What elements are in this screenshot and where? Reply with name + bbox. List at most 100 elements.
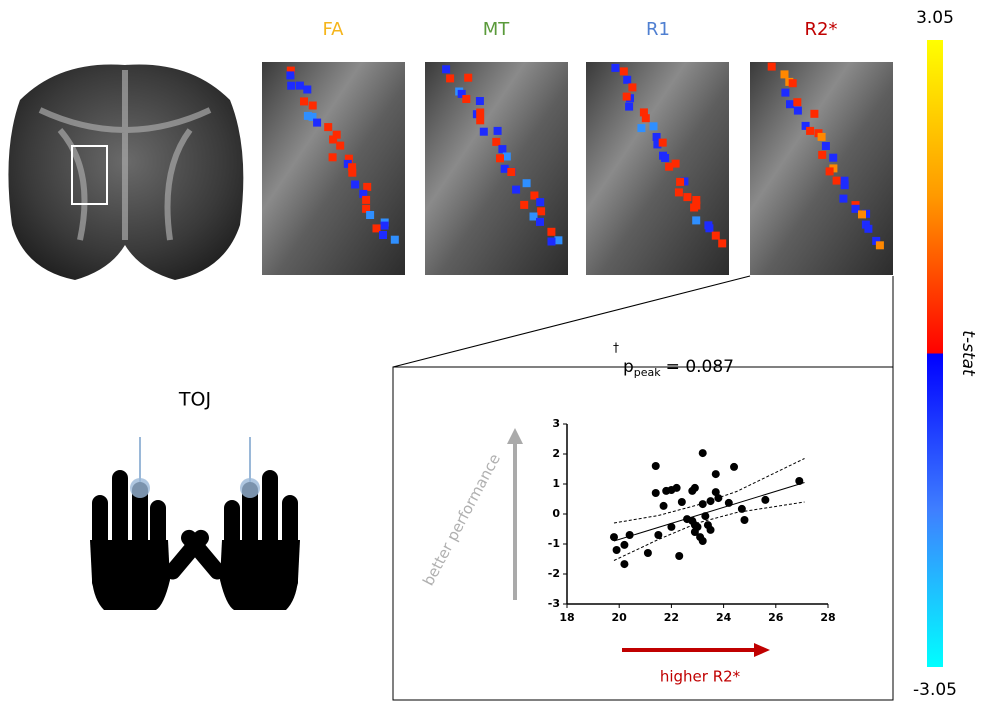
figure: FA MT R1 R2* 3.05 -3.05 t-stat † ppeak= … — [0, 0, 987, 704]
voxel — [858, 210, 866, 218]
voxel — [363, 183, 371, 191]
voxel — [781, 89, 789, 97]
voxel — [620, 67, 628, 75]
voxel — [446, 74, 454, 82]
voxel — [303, 86, 311, 94]
voxel — [507, 168, 515, 176]
point — [626, 531, 634, 539]
x-tick-label: 24 — [716, 611, 732, 624]
voxel — [704, 221, 712, 229]
voxel — [793, 98, 801, 106]
voxel — [498, 145, 506, 153]
voxel — [462, 95, 470, 103]
point — [730, 463, 738, 471]
voxel — [313, 119, 321, 127]
stimulus-dot — [240, 478, 260, 498]
point — [738, 505, 746, 513]
voxel — [296, 82, 304, 90]
voxel — [348, 169, 356, 177]
voxel — [786, 100, 794, 108]
voxel — [623, 93, 631, 101]
stimulus-dot — [130, 478, 150, 498]
zoom-line — [393, 276, 750, 367]
voxel — [476, 109, 484, 117]
palm — [90, 540, 170, 610]
voxel — [476, 116, 484, 124]
y-tick-label: -2 — [548, 567, 560, 580]
voxel — [623, 76, 631, 84]
voxel — [547, 228, 555, 236]
p: p — [623, 357, 634, 377]
voxel — [661, 154, 669, 162]
point — [613, 546, 621, 554]
voxel — [659, 139, 667, 147]
y-tick-label: 2 — [552, 447, 560, 460]
voxel — [833, 177, 841, 185]
voxel — [665, 163, 673, 171]
panel-label: R1 — [646, 19, 670, 40]
tile-image — [750, 62, 893, 275]
voxel — [329, 136, 337, 144]
voxel — [324, 123, 332, 131]
voxel — [781, 70, 789, 78]
colorbar — [927, 40, 943, 667]
point — [620, 541, 628, 549]
voxel — [476, 97, 484, 105]
voxel — [536, 218, 544, 226]
panel-label: MT — [483, 19, 511, 40]
voxel — [520, 201, 528, 209]
voxel — [692, 216, 700, 224]
voxel — [512, 186, 520, 194]
y-tick-label: 1 — [552, 477, 560, 490]
x-tick-label: 28 — [820, 611, 835, 624]
voxel — [789, 79, 797, 87]
tile-image — [425, 62, 568, 275]
voxel — [464, 74, 472, 82]
point — [707, 497, 715, 505]
hand — [90, 437, 212, 610]
point — [699, 449, 707, 457]
voxel — [690, 204, 698, 212]
x-tick-label: 22 — [664, 611, 679, 624]
voxel — [554, 236, 562, 244]
voxel — [841, 181, 849, 189]
voxel — [810, 110, 818, 118]
x-tick-label: 20 — [612, 611, 628, 624]
point — [644, 549, 652, 557]
voxel — [864, 225, 872, 233]
voxel — [287, 82, 295, 90]
voxel — [794, 107, 802, 115]
x-tick-label: 18 — [559, 611, 574, 624]
panel-label: R2* — [805, 19, 838, 40]
p-sub: peak — [634, 366, 661, 379]
point — [701, 512, 709, 520]
point — [673, 484, 681, 492]
voxel — [676, 178, 684, 186]
voxel — [826, 167, 834, 175]
voxel — [876, 241, 884, 249]
hands — [90, 437, 300, 610]
dagger: † — [613, 341, 619, 355]
y-tick-label: -1 — [548, 537, 560, 550]
voxel — [494, 127, 502, 135]
point — [667, 523, 675, 531]
voxel — [379, 231, 387, 239]
voxel — [442, 65, 450, 73]
x-label: higher R2* — [660, 668, 741, 686]
point — [675, 552, 683, 560]
task-label: TOJ — [178, 389, 211, 411]
palm — [220, 540, 300, 610]
point — [652, 462, 660, 470]
voxel — [818, 151, 826, 159]
voxel — [625, 103, 633, 111]
voxel — [768, 63, 776, 71]
voxel — [381, 222, 389, 230]
voxel — [362, 196, 370, 204]
p-label: ppeak= 0.087 — [623, 357, 734, 379]
point — [620, 560, 628, 568]
voxel — [329, 153, 337, 161]
voxel — [628, 83, 636, 91]
voxel — [492, 138, 500, 146]
point — [654, 531, 662, 539]
point — [610, 533, 618, 541]
